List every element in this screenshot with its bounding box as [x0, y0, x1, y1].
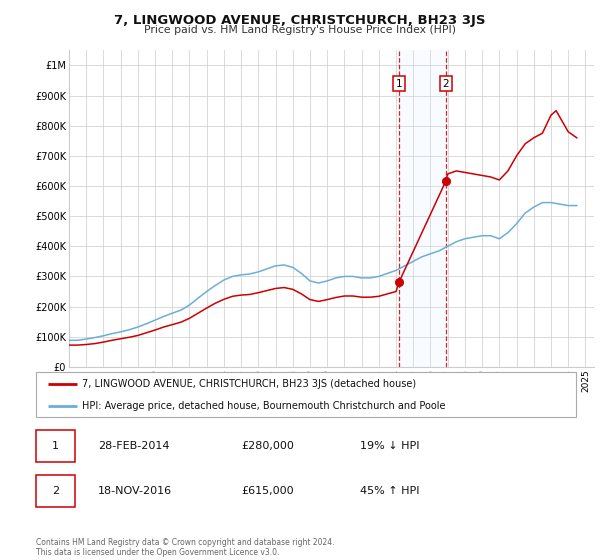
Text: £280,000: £280,000 — [241, 441, 294, 451]
Text: £615,000: £615,000 — [241, 486, 294, 496]
Text: 7, LINGWOOD AVENUE, CHRISTCHURCH, BH23 3JS (detached house): 7, LINGWOOD AVENUE, CHRISTCHURCH, BH23 3… — [82, 380, 416, 390]
Text: 19% ↓ HPI: 19% ↓ HPI — [360, 441, 419, 451]
Text: Price paid vs. HM Land Registry's House Price Index (HPI): Price paid vs. HM Land Registry's House … — [144, 25, 456, 35]
Bar — [399, 50, 446, 367]
FancyBboxPatch shape — [36, 430, 75, 462]
Text: 2: 2 — [442, 78, 449, 88]
Text: HPI: Average price, detached house, Bournemouth Christchurch and Poole: HPI: Average price, detached house, Bour… — [82, 401, 445, 411]
Text: 45% ↑ HPI: 45% ↑ HPI — [360, 486, 419, 496]
Text: 18-NOV-2016: 18-NOV-2016 — [98, 486, 172, 496]
Text: 1: 1 — [52, 441, 59, 451]
Text: 2: 2 — [52, 486, 59, 496]
Text: 1: 1 — [395, 78, 402, 88]
FancyBboxPatch shape — [36, 475, 75, 507]
FancyBboxPatch shape — [36, 372, 576, 417]
Text: 7, LINGWOOD AVENUE, CHRISTCHURCH, BH23 3JS: 7, LINGWOOD AVENUE, CHRISTCHURCH, BH23 3… — [114, 14, 486, 27]
Text: 28-FEB-2014: 28-FEB-2014 — [98, 441, 170, 451]
Text: Contains HM Land Registry data © Crown copyright and database right 2024.
This d: Contains HM Land Registry data © Crown c… — [36, 538, 335, 557]
